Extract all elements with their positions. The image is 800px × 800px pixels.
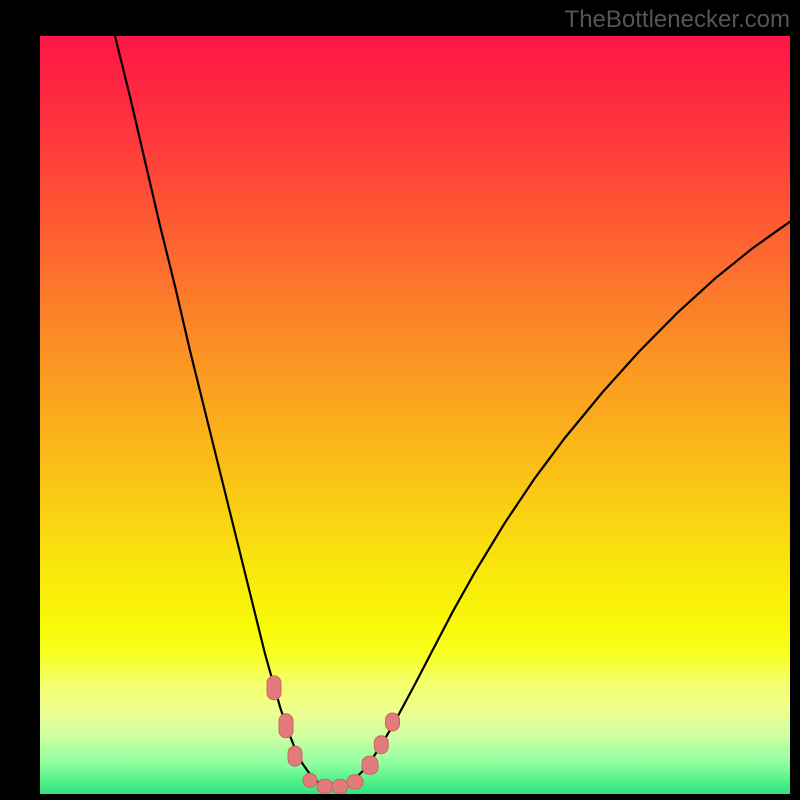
- curve-marker: [267, 676, 281, 700]
- curve-marker: [317, 779, 333, 793]
- marker-group: [267, 676, 400, 794]
- curve-marker: [362, 756, 378, 774]
- curve-marker: [288, 746, 302, 766]
- curve-marker: [374, 736, 388, 754]
- bottleneck-curve: [115, 36, 790, 788]
- curve-marker: [386, 713, 400, 731]
- chart-plot-area: [40, 36, 790, 794]
- watermark-text: TheBottlenecker.com: [565, 6, 790, 34]
- curve-marker: [303, 773, 317, 787]
- curve-marker: [279, 714, 293, 738]
- curve-marker: [347, 775, 363, 789]
- curve-marker: [332, 779, 348, 793]
- curve-layer: [40, 36, 790, 794]
